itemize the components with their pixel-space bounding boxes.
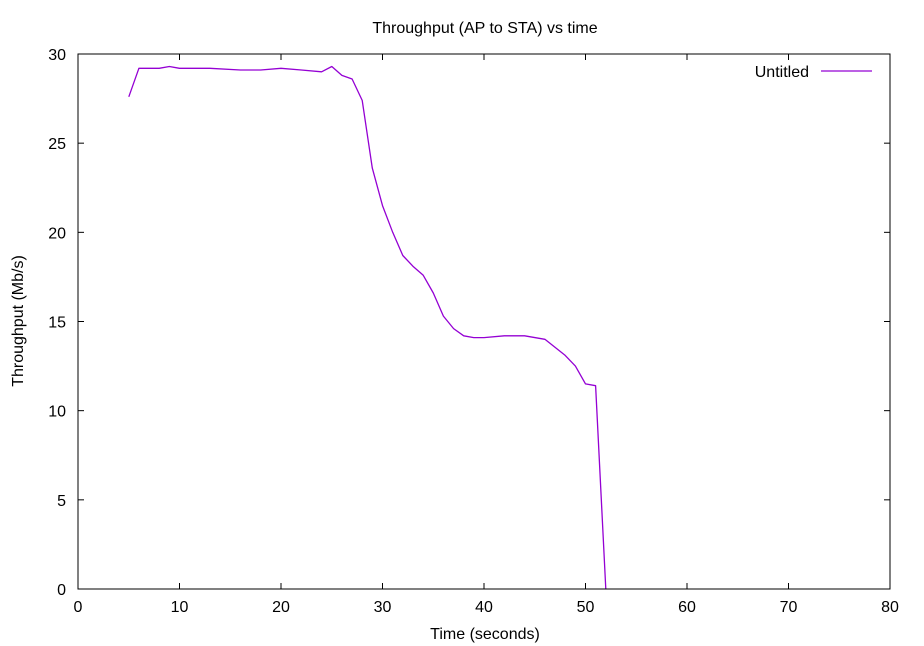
y-tick-label: 25: [48, 136, 66, 153]
y-tick-label: 10: [48, 404, 66, 421]
series-layer: [128, 65, 607, 590]
chart-title: Throughput (AP to STA) vs time: [372, 20, 597, 37]
x-axis-title: Time (seconds): [430, 626, 540, 643]
y-tick-label: 15: [48, 315, 66, 332]
x-tick-label: 10: [171, 599, 189, 616]
plot-frame: [77, 53, 891, 590]
axis-ticks: 0 10 20 30 40 50 60 70 80 0 5 10 15 20 25 30: [48, 47, 899, 616]
x-tick-label: 80: [881, 599, 899, 616]
series-line: [128, 65, 607, 590]
y-tick-label: 30: [48, 47, 66, 64]
y-axis-title: Throughput (Mb/s): [10, 255, 27, 387]
legend: Untitled: [755, 64, 872, 81]
legend-label: Untitled: [755, 64, 809, 81]
y-tick-label: 0: [57, 582, 66, 599]
x-tick-label: 60: [678, 599, 696, 616]
x-tick-label: 70: [780, 599, 798, 616]
x-tick-label: 20: [272, 599, 290, 616]
y-tick-label: 5: [57, 493, 66, 510]
x-tick-label: 30: [374, 599, 392, 616]
x-tick-label: 0: [74, 599, 83, 616]
x-tick-label: 50: [577, 599, 595, 616]
y-tick-label: 20: [48, 225, 66, 242]
x-tick-label: 40: [475, 599, 493, 616]
